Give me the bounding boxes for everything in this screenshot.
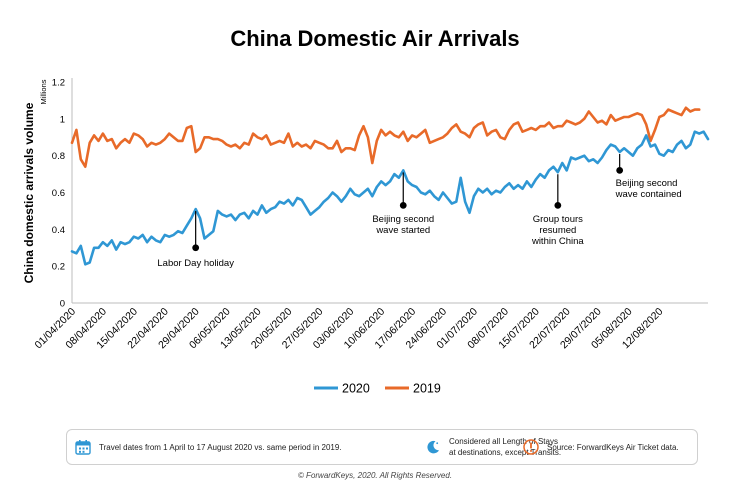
annotation-marker: [554, 201, 562, 209]
y-tick-label: 0.6: [52, 188, 65, 199]
annotation-label: Group tours: [533, 214, 583, 225]
legend-item-2020: 2020: [314, 382, 370, 396]
annotation-label: Labor Day holiday: [157, 258, 234, 269]
annotation-label: Beijing second: [616, 178, 678, 189]
y-tick-label: 0.8: [52, 151, 65, 162]
y-axis: 0 0.2 0.4 0.6 0.8 1 1.2 China domestic arrivals…: [22, 78, 73, 310]
series-line-2020: [70, 130, 710, 266]
chart-svg: 0 0.2 0.4 0.6 0.8 1 1.2 China domestic arrivals…: [22, 78, 710, 396]
note-text: Considered all Length of Stays at destin…: [449, 437, 562, 457]
legend-item-2019: 2019: [385, 382, 441, 396]
alert-icon: [523, 439, 539, 455]
legend: 2020 2019: [314, 382, 441, 396]
y-tick-label: 1.2: [52, 78, 65, 89]
y-tick-label: 0.4: [52, 225, 65, 236]
moon-icon: [427, 440, 439, 454]
annotation-marker: [616, 167, 624, 174]
y-tick-label: 0.2: [52, 262, 65, 273]
annotation-marker: [399, 201, 407, 209]
calendar-icon: [75, 440, 91, 455]
chart-title: China Domestic Air Arrivals: [230, 26, 520, 51]
y-tick-label: 1: [60, 114, 65, 125]
annotation-label: resumed: [539, 225, 576, 236]
y-axis-unit: Millions: [39, 79, 48, 104]
y-axis-label: China domestic arrivals volume: [22, 102, 36, 283]
annotation-label: wave contained: [615, 189, 682, 200]
legend-label: 2020: [342, 382, 370, 396]
footer-notes: Travel dates from 1 April to 17 August 2…: [66, 429, 698, 465]
annotation-label: wave started: [375, 225, 430, 236]
x-axis: 01/04/202008/04/202015/04/202022/04/2020…: [32, 302, 708, 351]
legend-label: 2019: [413, 382, 441, 396]
note-travel-dates: Travel dates from 1 April to 17 August 2…: [75, 430, 342, 464]
note-text: Source: ForwardKeys Air Ticket data.: [547, 442, 679, 452]
note-length-of-stay: Considered all Length of Stays at destin…: [425, 430, 561, 464]
y-tick-label: 0: [60, 299, 65, 310]
series-line-2019: [70, 106, 701, 168]
annotation-label: Beijing second: [372, 214, 434, 225]
series-layer: [70, 106, 710, 266]
annotation-marker: [192, 244, 200, 252]
note-text: Travel dates from 1 April to 17 August 2…: [99, 442, 342, 452]
copyright: © ForwardKeys, 2020. All Rights Reserved…: [297, 471, 453, 480]
annotation-label: within China: [531, 236, 584, 247]
annotation: Labor Day holiday: [157, 211, 234, 269]
note-source: Source: ForwardKeys Air Ticket data.: [523, 430, 679, 464]
